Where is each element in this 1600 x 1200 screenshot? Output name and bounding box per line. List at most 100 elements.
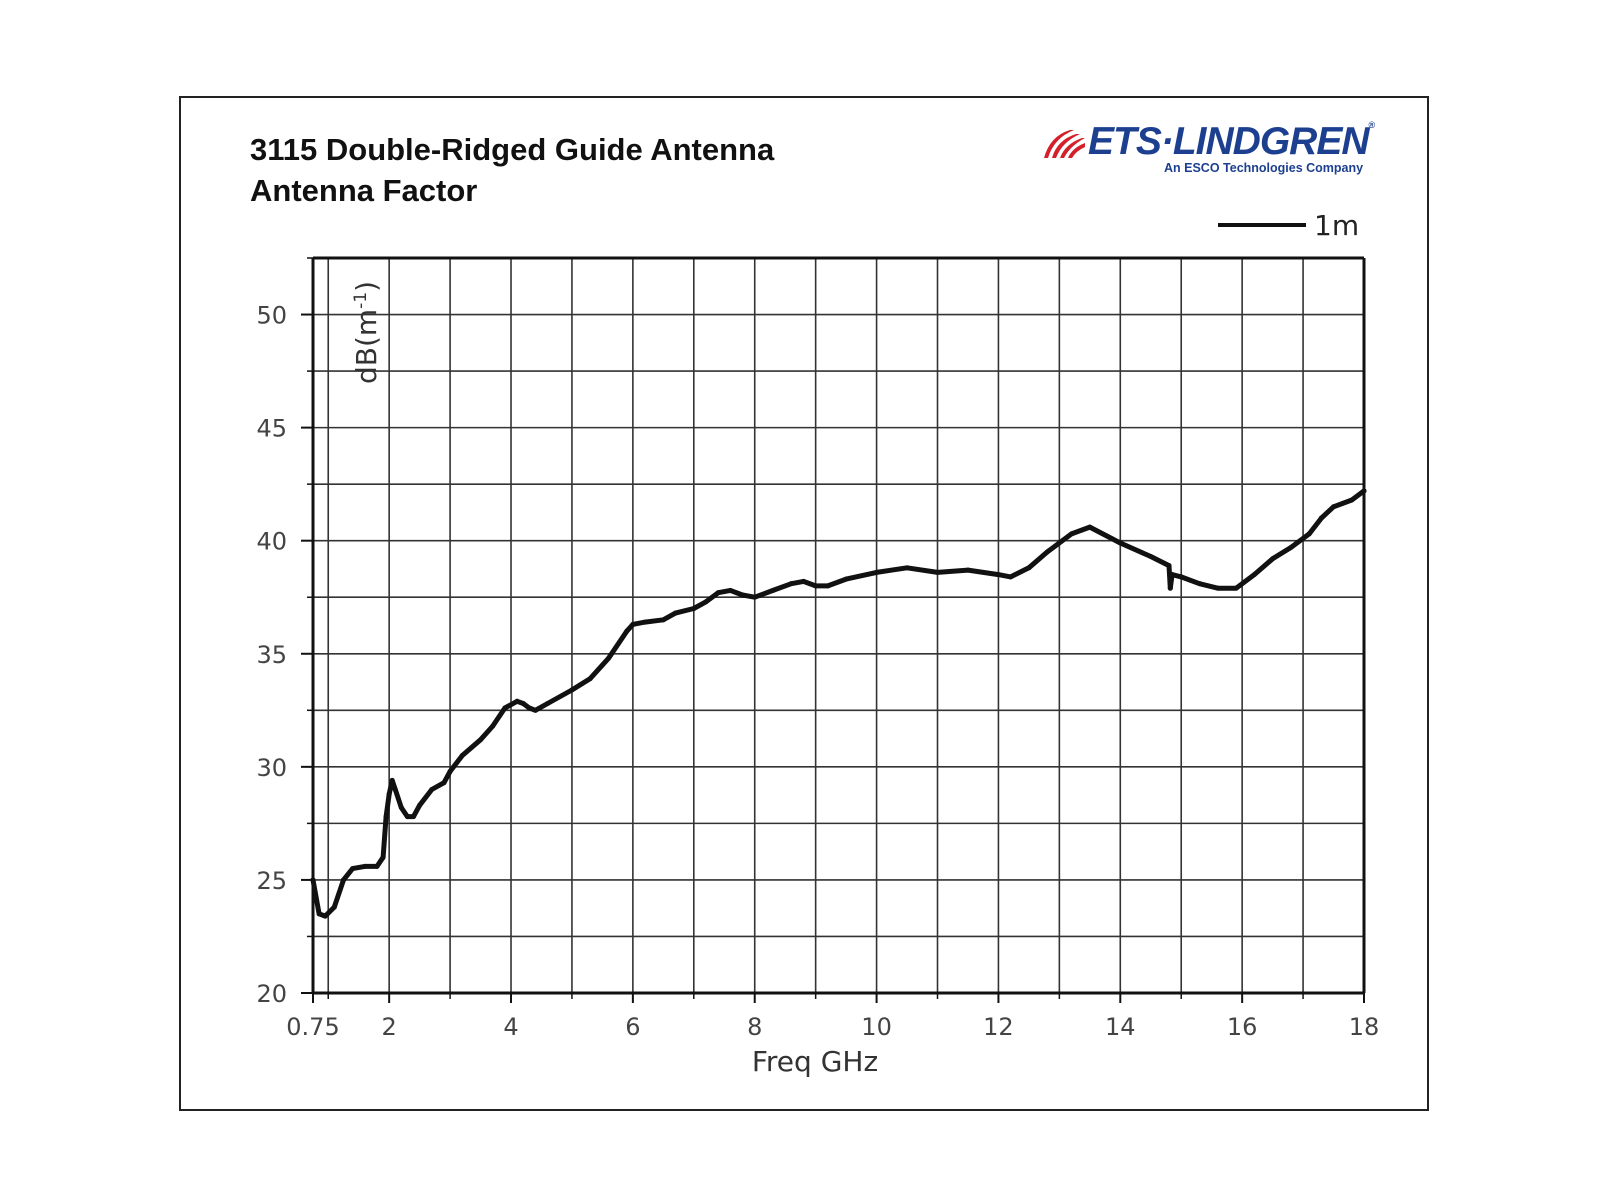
data-point <box>1251 572 1257 578</box>
y-tick-label: 25 <box>256 867 287 895</box>
data-point <box>624 628 630 634</box>
data-point <box>715 590 721 596</box>
data-point <box>1087 524 1093 530</box>
data-point <box>1117 540 1123 546</box>
data-point <box>1026 565 1032 571</box>
data-point <box>843 576 849 582</box>
data-point <box>380 854 386 860</box>
data-point <box>340 877 346 883</box>
data-point <box>374 863 380 869</box>
data-point <box>331 904 337 910</box>
data-point <box>660 617 666 623</box>
data-point <box>1331 504 1337 510</box>
chart-frame <box>179 96 1429 1111</box>
x-tick-label: 18 <box>1349 1013 1380 1041</box>
data-point <box>447 768 453 774</box>
y-tick-label: 40 <box>256 528 287 556</box>
data-point <box>673 610 679 616</box>
x-tick-label: 8 <box>747 1013 762 1041</box>
data-point <box>1270 556 1276 562</box>
data-point <box>490 723 496 729</box>
logo-tagline: An ESCO Technologies Company <box>1164 161 1364 175</box>
logo-mark-icon <box>1044 130 1085 158</box>
data-point <box>383 814 389 820</box>
data-point <box>788 581 794 587</box>
axes: 0.75 2 4 6 8 10 12 14 16 18 20 25 30 35 40 45 50 <box>256 256 1380 1041</box>
legend: 1m <box>1218 209 1359 242</box>
data-point <box>605 655 611 661</box>
data-point <box>1196 581 1202 587</box>
data-point <box>1044 549 1050 555</box>
data-point <box>1069 531 1075 537</box>
data-point <box>740 592 746 598</box>
data-point <box>1008 574 1014 580</box>
data-point <box>1233 585 1239 591</box>
data-point <box>904 565 910 571</box>
data-point <box>322 913 328 919</box>
y-tick-label: 30 <box>256 754 287 782</box>
data-point <box>316 911 322 917</box>
grid <box>313 257 1365 993</box>
x-tick-label: 0.75 <box>286 1013 339 1041</box>
data-point <box>459 753 465 759</box>
x-tick-label: 2 <box>382 1013 397 1041</box>
data-point <box>350 866 356 872</box>
data-point <box>965 567 971 573</box>
data-point <box>770 587 776 593</box>
data-point <box>389 777 395 783</box>
data-point <box>1361 488 1367 494</box>
x-tick-label: 4 <box>503 1013 518 1041</box>
data-point <box>1167 585 1173 591</box>
chart-title-line-1: 3115 Double-Ridged Guide Antenna <box>250 132 775 167</box>
legend-label-1m: 1m <box>1314 209 1359 242</box>
y-axis-title: dB(m-1) <box>350 281 383 384</box>
data-point <box>813 583 819 589</box>
x-tick-label: 12 <box>983 1013 1014 1041</box>
y-tick-label: 50 <box>256 302 287 330</box>
data-point <box>642 619 648 625</box>
data-point <box>411 814 417 820</box>
data-point <box>392 786 398 792</box>
data-point <box>825 583 831 589</box>
data-point <box>1349 497 1355 503</box>
data-point <box>362 863 368 869</box>
data-point <box>441 780 447 786</box>
x-tick-label: 10 <box>861 1013 892 1041</box>
data-point <box>1169 572 1175 578</box>
data-point <box>310 877 316 883</box>
data-point <box>569 687 575 693</box>
data-point <box>995 572 1001 578</box>
x-tick-label: 16 <box>1227 1013 1258 1041</box>
data-point <box>545 701 551 707</box>
data-point <box>520 701 526 707</box>
data-point <box>1166 563 1172 569</box>
data-point <box>752 594 758 600</box>
data-point <box>1288 544 1294 550</box>
data-point <box>429 786 435 792</box>
data-point <box>1178 574 1184 580</box>
data-point <box>532 707 538 713</box>
y-tick-label: 45 <box>256 415 287 443</box>
data-point <box>800 578 806 584</box>
data-point <box>1306 531 1312 537</box>
data-point <box>502 705 508 711</box>
data-point <box>386 791 392 797</box>
chart-title-line-2: Antenna Factor <box>250 173 478 208</box>
data-point <box>417 802 423 808</box>
data-point <box>935 569 941 575</box>
data-point <box>398 805 404 811</box>
x-tick-label: 14 <box>1105 1013 1136 1041</box>
data-point <box>691 606 697 612</box>
data-point <box>727 587 733 593</box>
data-point <box>703 599 709 605</box>
data-point <box>514 698 520 704</box>
series-layer <box>310 488 1367 919</box>
data-point <box>1148 554 1154 560</box>
y-tick-label: 20 <box>256 980 287 1008</box>
series-line-1m <box>310 488 1367 919</box>
registered-mark: ® <box>1368 120 1376 130</box>
ets-lindgren-logo: ETS·LINDGREN® An ESCO Technologies Compa… <box>1040 120 1375 180</box>
x-axis-title: Freq GHz <box>752 1045 878 1078</box>
x-tick-label: 6 <box>625 1013 640 1041</box>
